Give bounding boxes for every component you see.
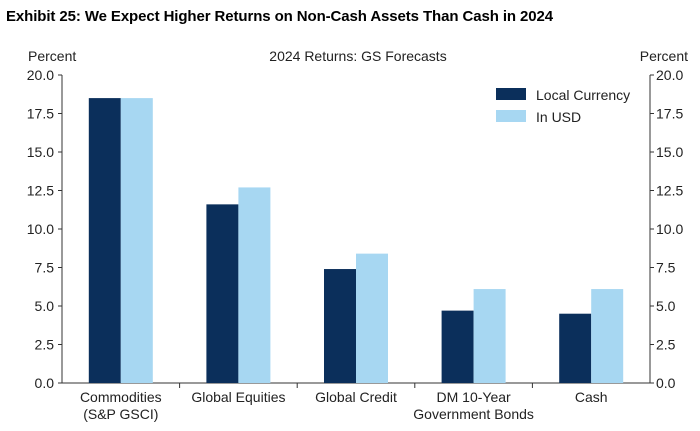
y-tick-label-right: 20.0 [656, 67, 683, 83]
y-tick-label-right: 0.0 [656, 375, 676, 391]
x-axis-labels: Commodities (S&P GSCI) Global Equities Glob… [80, 383, 608, 422]
x-tick-label-line: Global Credit [315, 389, 397, 405]
x-tick-label-line: DM 10-Year [437, 389, 512, 405]
y-axis-label-left: Percent [28, 48, 76, 64]
x-tick-label: Commodities (S&P GSCI) [80, 389, 162, 422]
bars [88, 98, 624, 383]
y-tick-label-left: 20.0 [27, 67, 54, 83]
y-tick-label-left: 5.0 [35, 298, 55, 314]
y-tick-label-right: 7.5 [656, 260, 676, 276]
y-tick-label-left: 17.5 [27, 106, 54, 122]
y-tick-label-left: 12.5 [27, 183, 54, 199]
chart-title: 2024 Returns: GS Forecasts [269, 48, 446, 64]
x-tick-label-line: Commodities [80, 389, 162, 405]
x-tick-label-line: Global Equities [191, 389, 285, 405]
bar-local-currency [559, 313, 592, 383]
bar-local-currency [324, 269, 356, 383]
y-tick-label-left: 15.0 [27, 144, 54, 160]
bar-in-usd [120, 98, 153, 383]
y-tick-label-left: 7.5 [35, 260, 55, 276]
bar-in-usd [238, 187, 271, 383]
legend-label: Local Currency [536, 87, 630, 103]
bar-in-usd [591, 289, 624, 383]
x-tick-label: Cash [575, 389, 608, 405]
exhibit-title: Exhibit 25: We Expect Higher Returns on … [6, 8, 553, 25]
x-tick-label-line: Cash [575, 389, 608, 405]
y-axis-label-right: Percent [640, 48, 688, 64]
bar-local-currency [441, 310, 474, 383]
y-tick-label-right: 10.0 [656, 221, 683, 237]
legend-swatch [496, 88, 526, 100]
y-tick-label-right: 17.5 [656, 106, 683, 122]
x-tick-label: DM 10-Year Government Bonds [413, 389, 534, 422]
y-tick-label-right: 12.5 [656, 183, 683, 199]
y-tick-label-left: 10.0 [27, 221, 54, 237]
y-tick-label-right: 5.0 [656, 298, 676, 314]
legend: Local Currency In USD [496, 87, 630, 125]
y-tick-label-left: 2.5 [35, 337, 55, 353]
y-axis-left: 0.0 2.5 5.0 7.5 10.0 12.5 15.0 17.5 20.0 [27, 67, 62, 391]
legend-label: In USD [536, 109, 581, 125]
x-tick-label-line: Government Bonds [413, 406, 534, 422]
x-tick-label: Global Equities [191, 389, 285, 405]
bar-in-usd [356, 253, 388, 383]
legend-swatch [496, 110, 526, 122]
y-tick-label-right: 15.0 [656, 144, 683, 160]
bar-in-usd [473, 289, 506, 383]
x-tick-label: Global Credit [315, 389, 397, 405]
x-tick-label-line: (S&P GSCI) [83, 406, 158, 422]
y-tick-label-right: 2.5 [656, 337, 676, 353]
y-axis-right: 0.0 2.5 5.0 7.5 10.0 12.5 15.0 17.5 20.0 [650, 67, 683, 391]
bar-local-currency [206, 204, 239, 383]
y-tick-label-left: 0.0 [35, 375, 55, 391]
bar-local-currency [88, 98, 121, 383]
